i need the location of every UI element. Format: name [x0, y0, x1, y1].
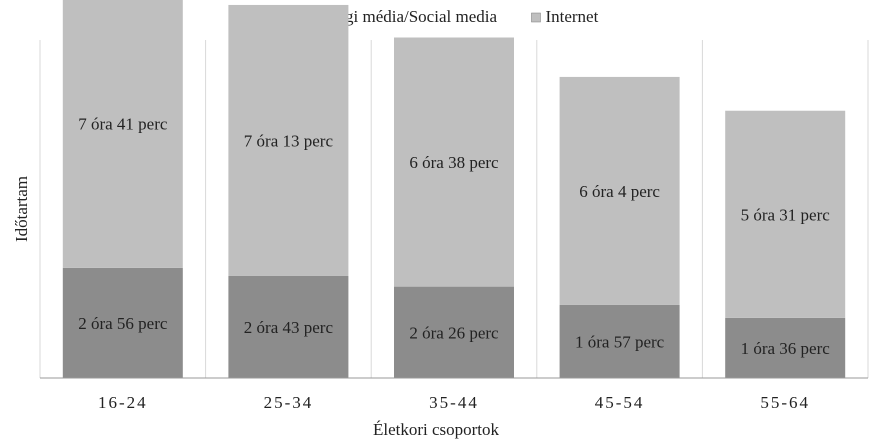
data-label-social-media-25-34: 2 óra 43 perc	[244, 318, 334, 337]
legend-swatch	[531, 12, 541, 23]
x-tick-labels: 16-24 25-34 35-44 45-54 55-64	[98, 393, 810, 412]
bar-labels: 2 óra 56 perc 7 óra 41 perc 2 óra 43 perc 7…	[78, 115, 830, 358]
data-label-internet-25-34: 7 óra 13 perc	[244, 131, 334, 150]
bar-social-media-45-54	[559, 304, 680, 378]
data-label-internet-16-24: 7 óra 41 perc	[78, 115, 168, 134]
x-tick-35-44: 35-44	[429, 393, 479, 412]
x-tick-16-24: 16-24	[98, 393, 148, 412]
data-label-social-media-55-64: 1 óra 36 perc	[741, 339, 831, 358]
x-tick-45-54: 45-54	[595, 393, 645, 412]
bar-internet-25-34	[228, 4, 349, 276]
data-label-social-media-45-54: 1 óra 57 perc	[575, 332, 665, 351]
bar-internet-45-54	[559, 76, 680, 305]
data-label-social-media-35-44: 2 óra 26 perc	[409, 323, 499, 342]
data-label-internet-45-54: 6 óra 4 perc	[579, 182, 660, 201]
bar-internet-16-24	[62, 0, 183, 268]
x-tick-25-34: 25-34	[264, 393, 314, 412]
x-tick-55-64: 55-64	[760, 393, 810, 412]
bars	[62, 0, 846, 378]
bar-internet-55-64	[725, 110, 846, 318]
category-separators	[39, 40, 869, 378]
bar-social-media-55-64	[725, 317, 846, 378]
y-axis-title: Időtartam	[12, 176, 31, 242]
bar-internet-35-44	[394, 37, 514, 287]
data-label-internet-55-64: 5 óra 31 perc	[741, 205, 831, 224]
x-axis-title: Életkori csoportok	[373, 420, 500, 439]
legend-item-internet: Internet	[531, 7, 599, 26]
data-label-social-media-16-24: 2 óra 56 perc	[78, 314, 168, 333]
bar-social-media-25-34	[228, 275, 349, 378]
bar-social-media-35-44	[394, 286, 514, 378]
legend-label: Internet	[545, 7, 598, 26]
bar-social-media-16-24	[62, 267, 183, 378]
data-label-internet-35-44: 6 óra 38 perc	[409, 153, 499, 172]
